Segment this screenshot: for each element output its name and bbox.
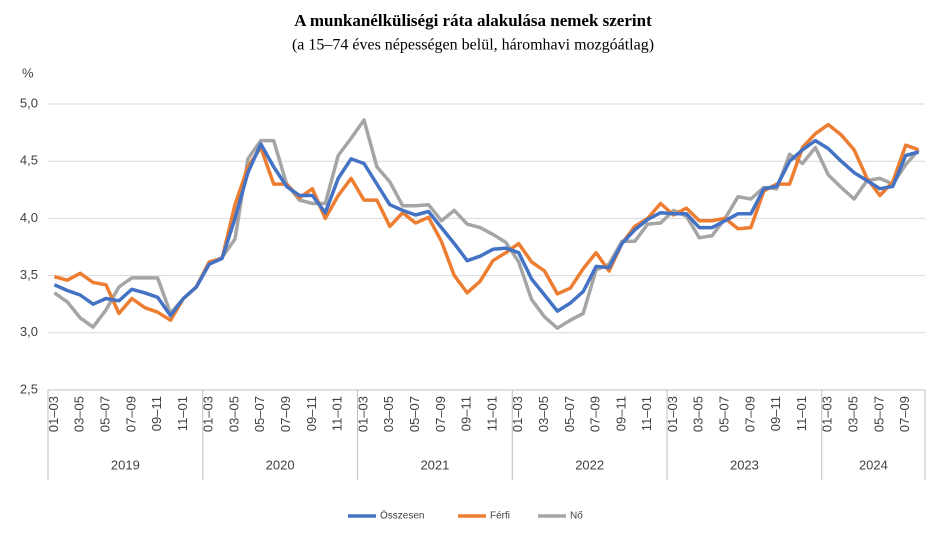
x-tick: 05–07 [871, 396, 886, 432]
x-tick: 09–11 [613, 396, 628, 431]
y-tick-label: 4,0 [20, 210, 38, 225]
x-tick-label: 11–01 [484, 396, 499, 431]
x-tick-label: 09–11 [149, 396, 164, 431]
x-tick-label: 03–05 [72, 396, 87, 432]
x-tick-label: 01–03 [46, 396, 61, 432]
x-tick: 09–11 [768, 396, 783, 431]
x-tick: 09–11 [149, 396, 164, 431]
x-tick: 03–05 [691, 396, 706, 432]
x-tick-label: 09–11 [459, 396, 474, 431]
x-tick-label: 01–03 [201, 396, 216, 432]
x-tick: 11–01 [794, 396, 809, 431]
x-tick: 07–09 [123, 396, 138, 432]
x-tick-label: 07–09 [433, 396, 448, 432]
x-tick-label: 05–07 [717, 396, 732, 432]
x-tick: 05–07 [97, 396, 112, 432]
legend-label: Férfi [490, 511, 510, 522]
y-tick-label: 3,0 [20, 324, 38, 339]
x-tick: 03–05 [72, 396, 87, 432]
y-tick-label: 2,5 [20, 381, 38, 396]
x-tick-label: 03–05 [691, 396, 706, 432]
x-tick-label: 07–09 [588, 396, 603, 432]
x-tick: 07–09 [278, 396, 293, 432]
x-tick: 11–01 [639, 396, 654, 431]
x-tick-label: 03–05 [226, 396, 241, 432]
x-tick-label: 05–07 [97, 396, 112, 432]
x-tick: 11–01 [175, 396, 190, 431]
x-tick: 07–09 [588, 396, 603, 432]
y-tick-label: 4,5 [20, 153, 38, 168]
x-tick-label: 03–05 [846, 396, 861, 432]
x-tick-label: 07–09 [897, 396, 912, 432]
x-tick-label: 01–03 [820, 396, 835, 432]
year-label: 2019 [111, 457, 140, 472]
year-label: 2020 [266, 457, 295, 472]
x-tick-label: 11–01 [330, 396, 345, 431]
x-tick-label: 05–07 [252, 396, 267, 432]
x-tick: 11–01 [484, 396, 499, 431]
x-tick-label: 07–09 [123, 396, 138, 432]
x-tick-label: 11–01 [794, 396, 809, 431]
x-tick-label: 05–07 [407, 396, 422, 432]
x-tick-label: 01–03 [510, 396, 525, 432]
year-label: 2021 [420, 457, 449, 472]
x-tick-label: 09–11 [304, 396, 319, 431]
x-tick: 01–03 [201, 396, 216, 432]
legend-label: Összesen [380, 510, 424, 522]
x-tick-label: 11–01 [639, 396, 654, 431]
x-tick: 03–05 [846, 396, 861, 432]
x-tick: 01–03 [820, 396, 835, 432]
chart-title: A munkanélküliségi ráta alakulása nemek … [294, 11, 652, 30]
year-label: 2023 [730, 457, 759, 472]
x-tick: 09–11 [459, 396, 474, 431]
x-tick: 01–03 [510, 396, 525, 432]
x-tick: 03–05 [226, 396, 241, 432]
x-tick: 05–07 [717, 396, 732, 432]
year-label: 2022 [575, 457, 604, 472]
y-tick-label: 3,5 [20, 267, 38, 282]
x-tick: 01–03 [665, 396, 680, 432]
x-tick: 11–01 [330, 396, 345, 431]
series-line [53, 138, 920, 318]
y-axis-label: % [22, 65, 34, 80]
x-tick: 07–09 [742, 396, 757, 432]
x-tick-label: 01–03 [665, 396, 680, 432]
x-tick-label: 09–11 [768, 396, 783, 431]
year-label: 2024 [859, 457, 888, 472]
x-tick: 05–07 [407, 396, 422, 432]
x-tick-label: 03–05 [536, 396, 551, 432]
x-tick-label: 07–09 [742, 396, 757, 432]
x-tick-label: 05–07 [562, 396, 577, 432]
x-tick-label: 03–05 [381, 396, 396, 432]
x-tick: 03–05 [381, 396, 396, 432]
legend-label: Nő [570, 511, 583, 522]
x-tick: 09–11 [304, 396, 319, 431]
x-tick-label: 07–09 [278, 396, 293, 432]
x-tick: 05–07 [252, 396, 267, 432]
x-tick: 07–09 [433, 396, 448, 432]
x-tick: 01–03 [355, 396, 370, 432]
x-tick: 07–09 [897, 396, 912, 432]
x-tick-label: 11–01 [175, 396, 190, 431]
x-tick: 01–03 [46, 396, 61, 432]
chart-subtitle: (a 15–74 éves népességen belül, háromhav… [292, 37, 654, 54]
x-tick: 05–07 [562, 396, 577, 432]
x-tick-label: 05–07 [871, 396, 886, 432]
x-tick-label: 09–11 [613, 396, 628, 431]
x-tick-label: 01–03 [355, 396, 370, 432]
x-tick: 03–05 [536, 396, 551, 432]
y-tick-label: 5,0 [20, 95, 38, 110]
